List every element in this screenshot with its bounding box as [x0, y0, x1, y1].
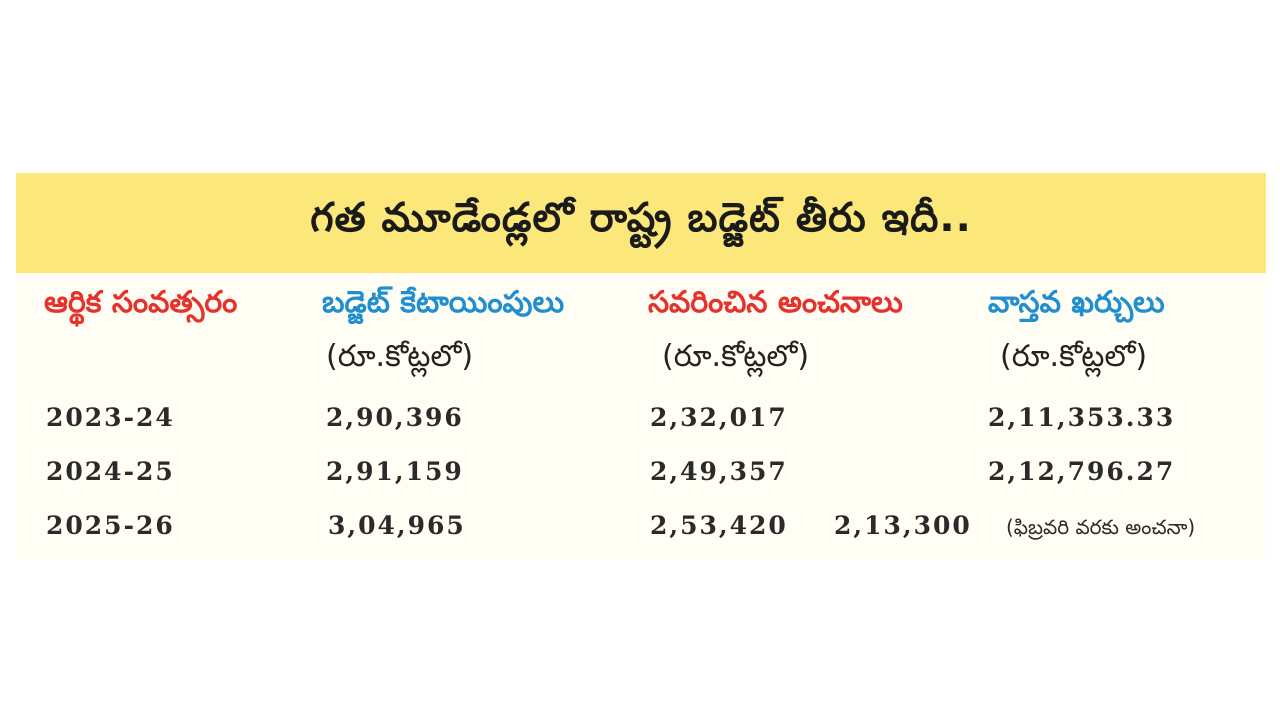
header-actual-expenditure: వాస్తవ ఖర్చులు	[988, 285, 1165, 320]
row-3-allocation: 3,04,965	[328, 511, 466, 540]
row-1-allocation: 2,90,396	[326, 403, 464, 432]
row-2-allocation: 2,91,159	[326, 457, 464, 486]
budget-table-card: గత మూడేండ్లలో రాష్ట్ర బడ్జెట్ తీరు ఇదీ..…	[16, 173, 1266, 561]
row-1-revised: 2,32,017	[650, 403, 788, 432]
row-2-year: 2024-25	[46, 457, 175, 486]
header-revised-estimates: సవరించిన అంచనాలు	[648, 285, 903, 320]
row-3-year: 2025-26	[46, 511, 175, 540]
title-banner: గత మూడేండ్లలో రాష్ట్ర బడ్జెట్ తీరు ఇదీ..	[16, 173, 1266, 273]
row-2-revised: 2,49,357	[650, 457, 788, 486]
row-2-actual: 2,12,796.27	[988, 457, 1176, 486]
page-title: గత మూడేండ్లలో రాష్ట్ర బడ్జెట్ తీరు ఇదీ..	[310, 195, 972, 241]
unit-actual-expenditure: (రూ.కోట్లలో)	[1000, 339, 1148, 374]
row-3-actual-note: (ఫిబ్రవరి వరకు అంచనా)	[1006, 515, 1196, 539]
row-3-actual: 2,13,300	[834, 511, 972, 540]
row-3-revised: 2,53,420	[650, 511, 788, 540]
unit-budget-allocation: (రూ.కోట్లలో)	[326, 339, 474, 374]
header-fiscal-year: ఆర్థిక సంవత్సరం	[44, 285, 238, 320]
header-budget-allocation: బడ్జెట్ కేటాయింపులు	[322, 285, 565, 320]
row-1-year: 2023-24	[46, 403, 175, 432]
row-1-actual: 2,11,353.33	[988, 403, 1176, 432]
unit-revised-estimates: (రూ.కోట్లలో)	[662, 339, 810, 374]
